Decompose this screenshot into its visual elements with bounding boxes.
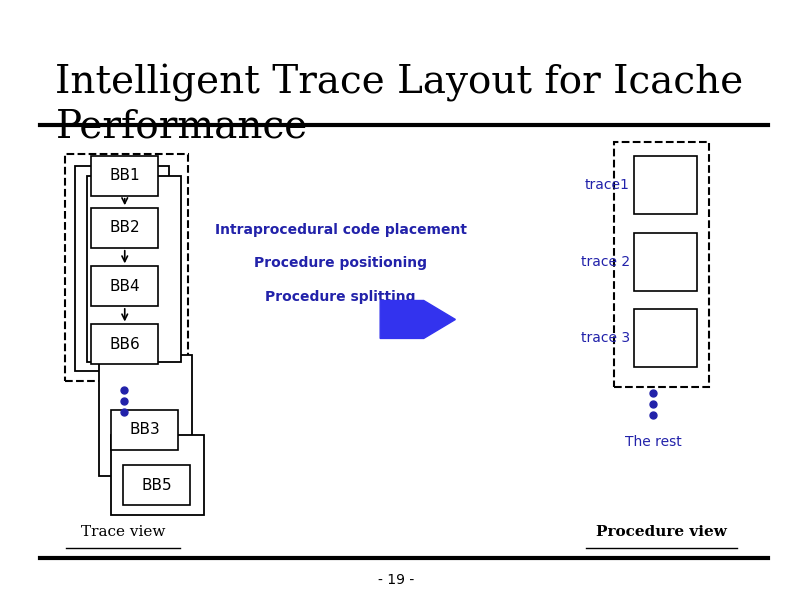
Bar: [634, 309, 697, 367]
Text: BB1: BB1: [109, 168, 140, 184]
FancyArrow shape: [380, 300, 455, 338]
Text: Procedure positioning: Procedure positioning: [254, 256, 427, 270]
Text: Procedure splitting: Procedure splitting: [265, 290, 416, 304]
Text: Trace view: Trace view: [81, 526, 165, 539]
Bar: [91, 324, 158, 364]
Bar: [75, 166, 169, 371]
Text: trace 2: trace 2: [581, 255, 630, 269]
Text: The rest: The rest: [625, 435, 682, 449]
Bar: [111, 435, 204, 515]
Text: BB3: BB3: [129, 422, 160, 438]
Text: Intelligent Trace Layout for Icache
Performance: Intelligent Trace Layout for Icache Perf…: [55, 64, 744, 145]
Text: BB6: BB6: [109, 337, 140, 352]
Bar: [91, 266, 158, 306]
Bar: [634, 156, 697, 214]
Bar: [91, 156, 158, 196]
Bar: [91, 208, 158, 248]
Bar: [634, 233, 697, 291]
Bar: [65, 154, 188, 381]
Text: Intraprocedural code placement: Intraprocedural code placement: [215, 223, 466, 236]
Text: BB5: BB5: [141, 477, 172, 493]
Bar: [99, 355, 192, 476]
Text: BB2: BB2: [109, 220, 140, 236]
Text: trace1: trace1: [584, 178, 630, 192]
Bar: [123, 465, 190, 505]
Text: trace 3: trace 3: [581, 331, 630, 345]
Text: Procedure view: Procedure view: [596, 526, 727, 539]
Bar: [87, 176, 181, 362]
Bar: [614, 142, 709, 387]
Bar: [111, 410, 178, 450]
Text: BB4: BB4: [109, 278, 140, 294]
Text: - 19 -: - 19 -: [378, 573, 414, 587]
